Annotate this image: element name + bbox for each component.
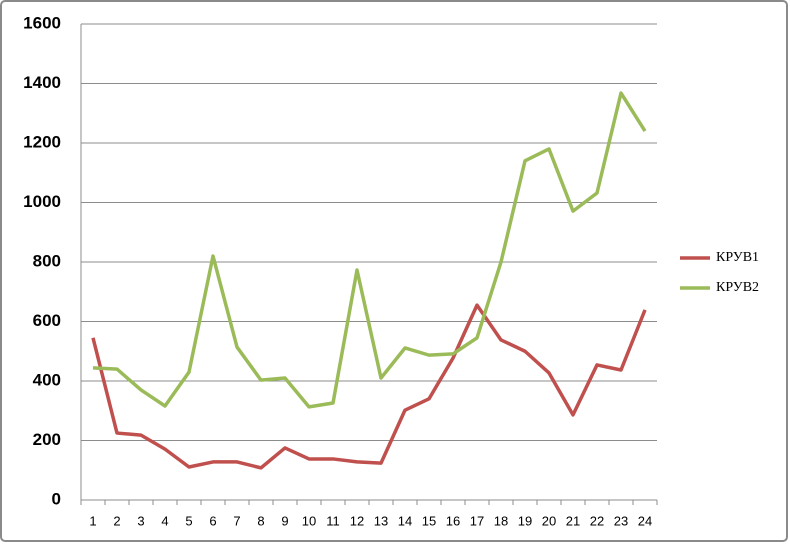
x-tick-label: 17 bbox=[470, 513, 484, 528]
series-line bbox=[92, 91, 647, 409]
x-tick-label: 8 bbox=[257, 513, 264, 528]
y-tick-label: 1400 bbox=[23, 73, 61, 92]
x-tick-label: 20 bbox=[542, 513, 556, 528]
x-tick-label: 15 bbox=[422, 513, 436, 528]
x-tick-label: 23 bbox=[614, 513, 628, 528]
x-tick-label: 3 bbox=[137, 513, 144, 528]
x-tick-label: 9 bbox=[281, 513, 288, 528]
x-tick-label: 10 bbox=[302, 513, 316, 528]
x-tick-label: 24 bbox=[638, 513, 652, 528]
x-tick-label: 12 bbox=[350, 513, 364, 528]
y-tick-label: 0 bbox=[52, 489, 61, 508]
y-tick-label: 400 bbox=[33, 370, 61, 389]
legend-label: КРУВ2 bbox=[716, 280, 759, 295]
legend-label: КРУВ1 bbox=[716, 250, 759, 265]
x-tick-label: 16 bbox=[446, 513, 460, 528]
x-tick-label: 22 bbox=[590, 513, 604, 528]
x-tick-label: 2 bbox=[113, 513, 120, 528]
y-tick-label: 200 bbox=[33, 430, 61, 449]
y-tick-label: 1000 bbox=[23, 192, 61, 211]
series-line bbox=[91, 303, 647, 470]
x-tick-label: 21 bbox=[566, 513, 580, 528]
y-tick-label: 1200 bbox=[23, 132, 61, 151]
x-tick-label: 13 bbox=[374, 513, 388, 528]
x-tick-label: 7 bbox=[233, 513, 240, 528]
x-tick-label: 19 bbox=[518, 513, 532, 528]
x-tick-label: 5 bbox=[185, 513, 192, 528]
x-tick-label: 6 bbox=[209, 513, 216, 528]
y-tick-label: 800 bbox=[33, 251, 61, 270]
x-tick-label: 1 bbox=[89, 513, 96, 528]
x-tick-label: 4 bbox=[161, 513, 168, 528]
x-tick-label: 11 bbox=[326, 513, 340, 528]
x-tick-label: 14 bbox=[398, 513, 412, 528]
x-tick-label: 18 bbox=[494, 513, 508, 528]
y-tick-label: 600 bbox=[33, 311, 61, 330]
y-tick-label: 1600 bbox=[23, 13, 61, 32]
